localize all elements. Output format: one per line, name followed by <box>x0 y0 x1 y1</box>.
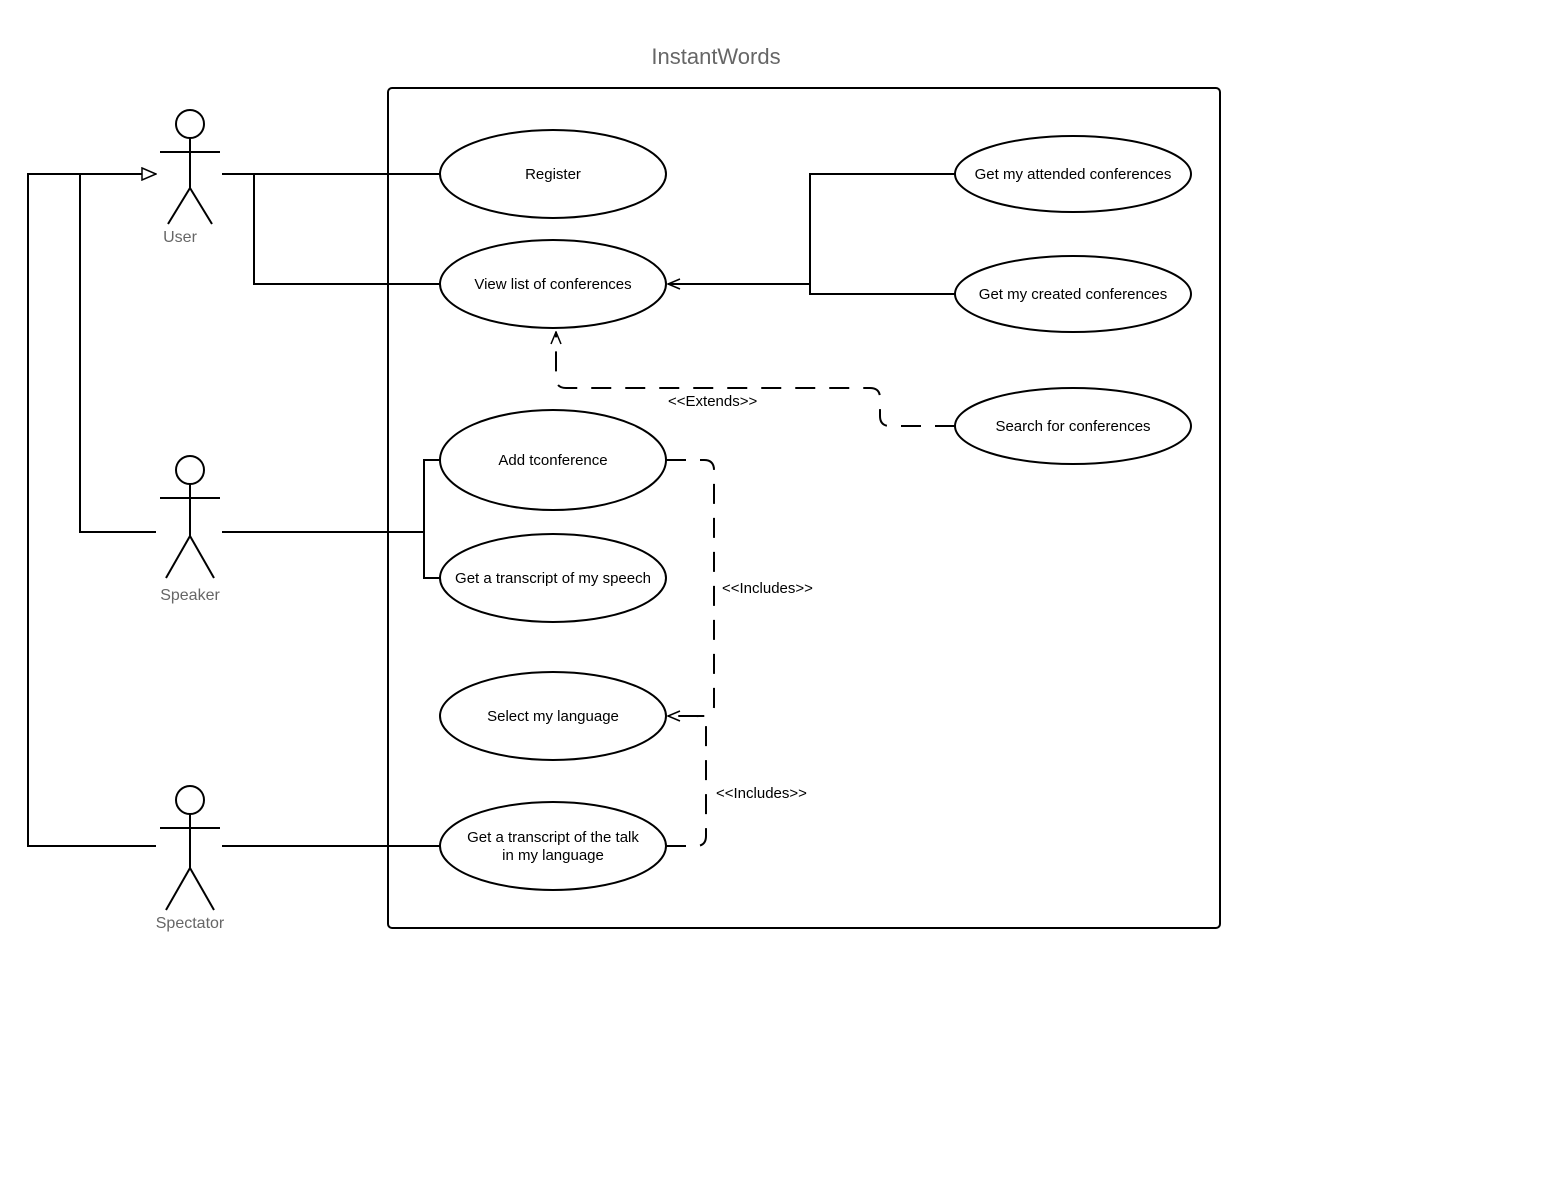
svg-text:Register: Register <box>525 166 581 183</box>
svg-text:Get my created conferences: Get my created conferences <box>979 286 1167 303</box>
assoc-speaker-addconf <box>222 460 440 532</box>
actor-user-label: User <box>163 229 197 246</box>
svg-text:in my language: in my language <box>502 847 604 864</box>
usecase-attended: Get my attended conferences <box>955 136 1191 212</box>
includes-label-2: <<Includes>> <box>716 785 807 802</box>
usecase-transcript-my: Get a transcript of my speech <box>440 534 666 622</box>
includes-label-1: <<Includes>> <box>722 580 813 597</box>
actor-speaker: Speaker <box>160 456 220 604</box>
svg-text:Select my language: Select my language <box>487 708 619 725</box>
gen-spectator-user <box>28 174 156 846</box>
usecase-selectlang: Select my language <box>440 672 666 760</box>
usecase-transcript-talk: Get a transcript of the talk in my langu… <box>440 802 666 890</box>
svg-text:Get a transcript of the talk: Get a transcript of the talk <box>467 829 639 846</box>
edge-attended-viewlist <box>810 174 955 284</box>
usecase-search: Search for conferences <box>955 388 1191 464</box>
edge-transcript-talk-includes-selectlang <box>666 716 706 846</box>
edge-addconf-includes-selectlang <box>666 460 714 716</box>
usecase-viewlist: View list of conferences <box>440 240 666 328</box>
system-title: InstantWords <box>651 44 780 69</box>
svg-text:Search for conferences: Search for conferences <box>995 418 1150 435</box>
gen-speaker-user <box>80 174 156 532</box>
svg-text:View list of conferences: View list of conferences <box>474 276 631 293</box>
actor-spectator: Spectator <box>156 786 225 932</box>
actor-user: User <box>160 110 220 246</box>
svg-text:Get a transcript of my speech: Get a transcript of my speech <box>455 570 651 587</box>
edge-search-extends-viewlist <box>556 332 955 426</box>
actor-spectator-label: Spectator <box>156 915 225 932</box>
actor-speaker-label: Speaker <box>160 587 220 604</box>
edge-created-viewlist <box>668 284 955 294</box>
usecase-created: Get my created conferences <box>955 256 1191 332</box>
assoc-user-viewlist <box>222 174 440 284</box>
svg-text:Get my attended conferences: Get my attended conferences <box>975 166 1172 183</box>
usecase-addconf: Add tconference <box>440 410 666 510</box>
svg-text:Add tconference: Add tconference <box>498 452 607 469</box>
assoc-speaker-transcript <box>222 532 440 578</box>
extends-label: <<Extends>> <box>668 393 757 410</box>
usecase-register: Register <box>440 130 666 218</box>
